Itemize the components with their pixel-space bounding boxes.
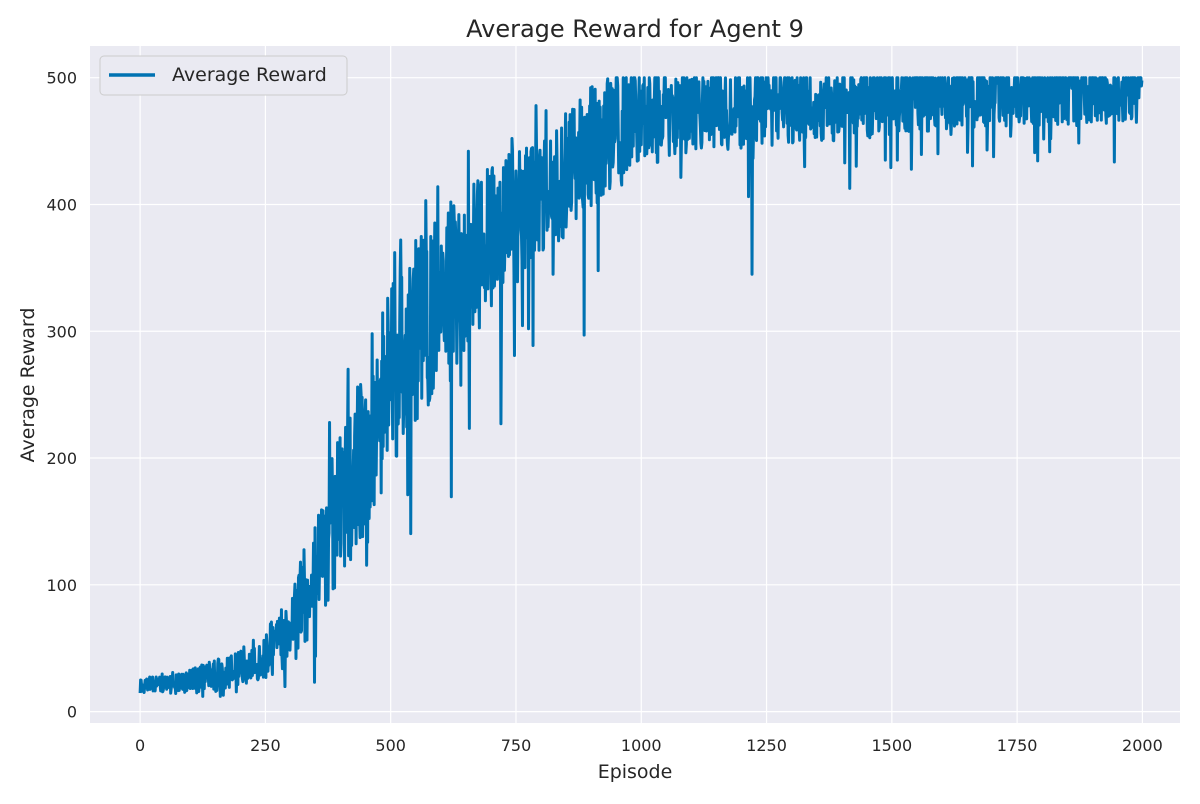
legend-label: Average Reward: [172, 64, 327, 86]
x-tick-labels: 0 250 500 750 1000 1250 1500 1750 2000: [135, 736, 1163, 755]
x-tick-label: 1750: [997, 736, 1038, 755]
chart-title: Average Reward for Agent 9: [466, 15, 804, 43]
y-tick-label: 400: [46, 195, 77, 214]
plot-area: [90, 46, 1180, 723]
x-tick-label: 1500: [871, 736, 912, 755]
x-tick-label: 1000: [621, 736, 662, 755]
x-tick-label: 750: [501, 736, 532, 755]
series-group: [138, 76, 1144, 698]
x-tick-label: 2000: [1122, 736, 1163, 755]
y-tick-label: 200: [46, 449, 77, 468]
grid-lines: [90, 46, 1180, 723]
y-axis-label: Average Reward: [17, 308, 39, 463]
y-tick-label: 100: [46, 576, 77, 595]
y-tick-label: 300: [46, 322, 77, 341]
x-tick-label: 0: [135, 736, 145, 755]
legend: Average Reward: [99, 55, 348, 96]
x-axis-label: Episode: [598, 761, 673, 783]
y-tick-label: 0: [67, 703, 77, 722]
x-tick-label: 250: [250, 736, 281, 755]
y-tick-labels: 0 100 200 300 400 500: [46, 69, 77, 722]
y-tick-label: 500: [46, 69, 77, 88]
x-tick-label: 500: [375, 736, 406, 755]
series-line-average-reward: [138, 76, 1144, 698]
x-tick-label: 1250: [746, 736, 787, 755]
legend-box: [99, 55, 348, 96]
